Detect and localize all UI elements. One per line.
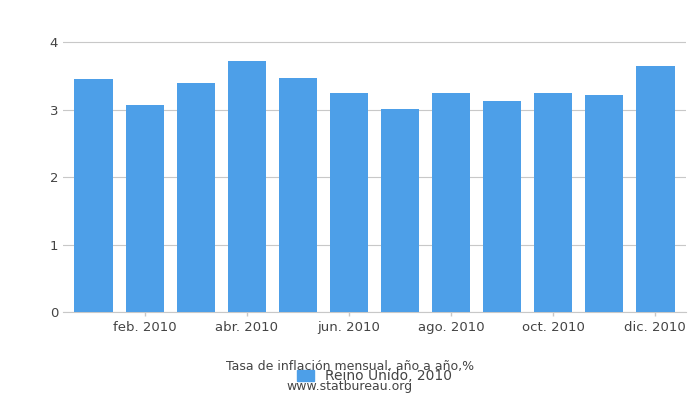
Bar	[636, 66, 675, 312]
Bar	[432, 93, 470, 312]
Bar	[176, 83, 215, 312]
Legend: Reino Unido, 2010: Reino Unido, 2010	[297, 369, 452, 383]
Bar	[279, 78, 317, 312]
Text: Tasa de inflación mensual, año a año,%: Tasa de inflación mensual, año a año,%	[226, 360, 474, 373]
Bar	[125, 105, 164, 312]
Bar	[381, 109, 419, 312]
Bar	[534, 93, 573, 312]
Bar	[74, 79, 113, 312]
Bar	[483, 102, 522, 312]
Text: www.statbureau.org: www.statbureau.org	[287, 380, 413, 393]
Bar	[585, 95, 624, 312]
Bar	[330, 93, 368, 312]
Bar	[228, 61, 266, 312]
